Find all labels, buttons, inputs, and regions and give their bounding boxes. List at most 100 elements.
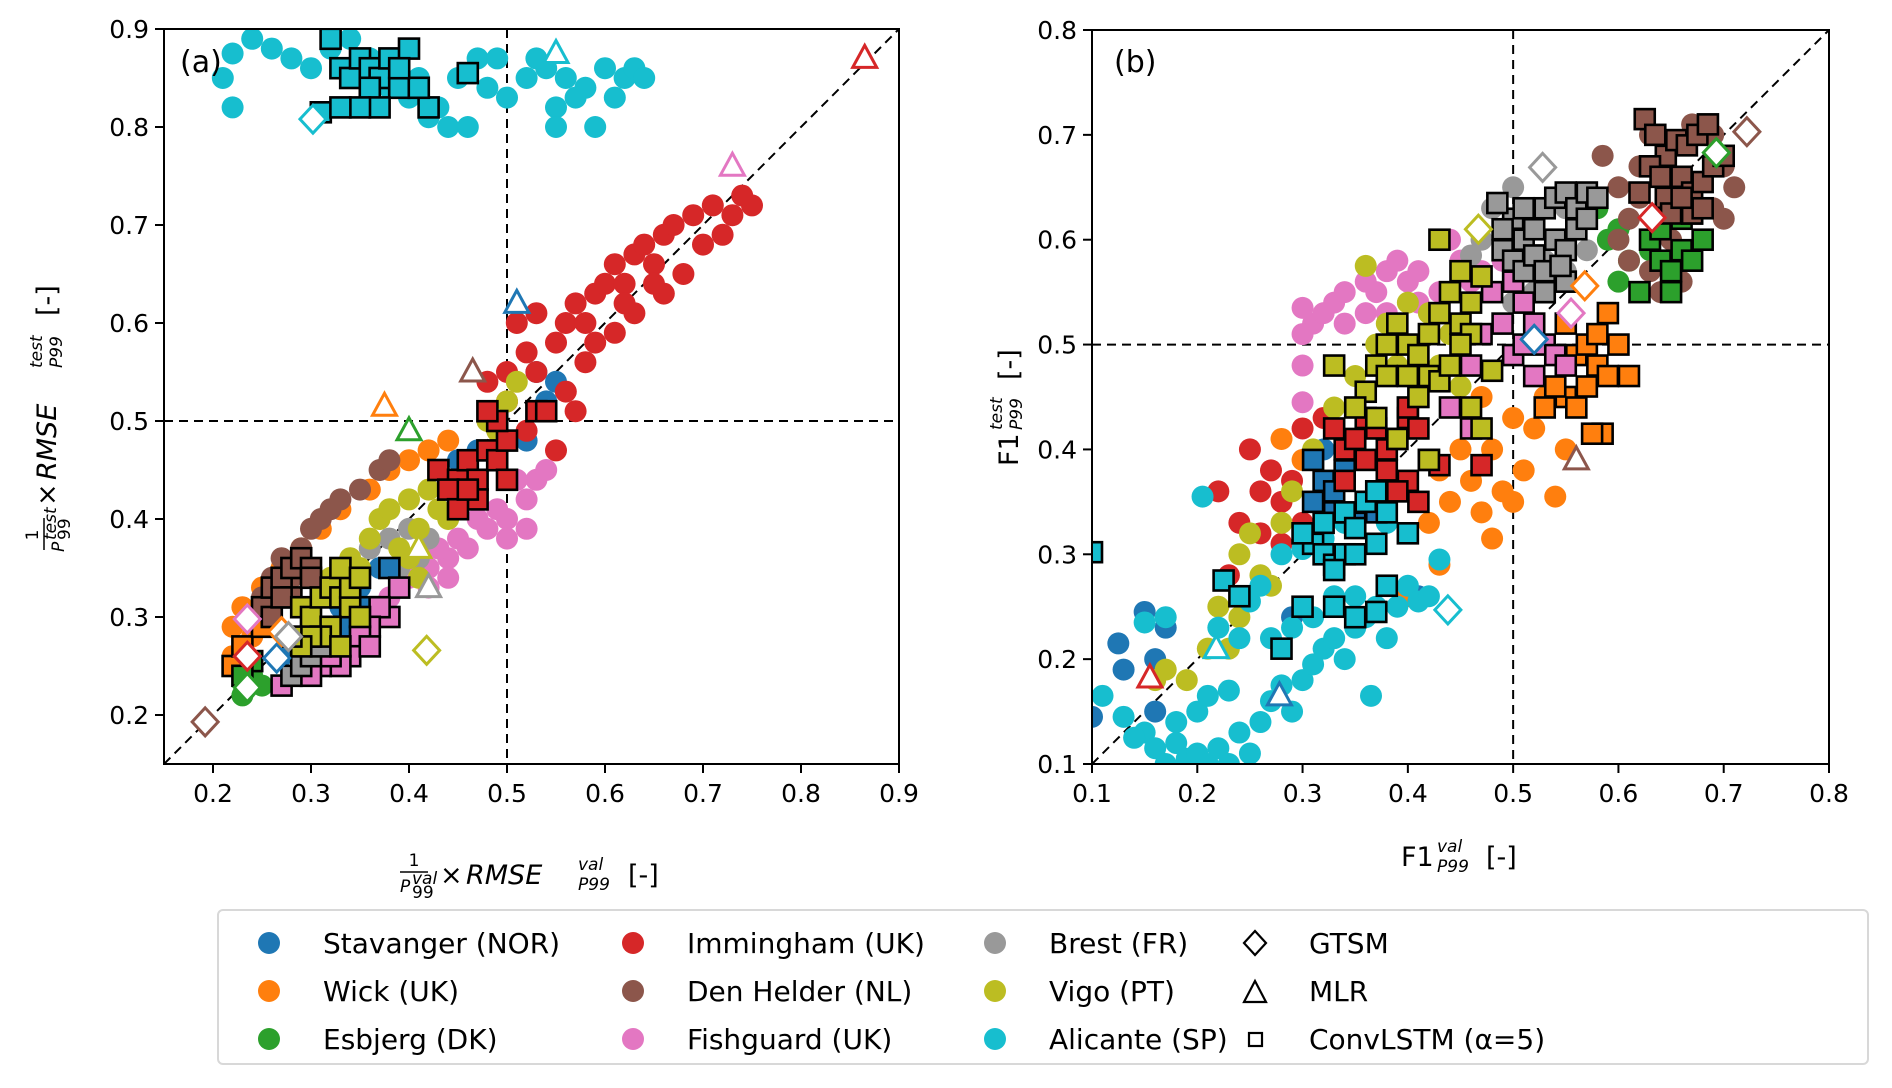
point-convlstm: [1375, 459, 1399, 482]
point-local: [554, 67, 577, 89]
b-ylabel-unit: [-]: [994, 349, 1025, 380]
x-tick-label: 0.7: [1704, 779, 1744, 808]
point-convlstm: [1575, 207, 1599, 231]
y-tick-label: 0.7: [1037, 121, 1077, 150]
point-local: [417, 439, 440, 462]
point-gtsm: [297, 102, 329, 136]
point-local: [1238, 742, 1261, 764]
point-local: [1360, 684, 1383, 707]
point-convlstm: [378, 556, 401, 580]
ylabel-main: RMSE: [32, 404, 63, 480]
point-local: [1333, 312, 1356, 335]
point-convlstm: [495, 468, 519, 492]
point-local: [1449, 438, 1472, 461]
point-local: [1502, 406, 1525, 429]
ylabel-frac-num: 1: [23, 530, 43, 541]
point-local: [1575, 239, 1598, 262]
point-local: [300, 57, 322, 80]
panel-b-label: (b): [1114, 45, 1156, 80]
legend-label: Den Helder (NL): [687, 974, 913, 1008]
point-local: [515, 67, 538, 89]
point-convlstm: [1354, 448, 1378, 472]
point-convlstm: [1364, 480, 1388, 503]
y-tick-label: 0.8: [109, 113, 149, 142]
point-local: [486, 498, 509, 521]
point-mlr: [1264, 679, 1294, 707]
point-convlstm: [1459, 291, 1483, 314]
point-gtsm: [1527, 151, 1558, 184]
point-local: [594, 57, 616, 80]
legend-label: Vigo (PT): [1049, 974, 1175, 1008]
point-local: [437, 429, 460, 452]
point-local: [535, 459, 558, 481]
y-tick-label: 0.6: [109, 309, 149, 338]
b-xlabel-sup: val: [1437, 837, 1462, 857]
circle-marker-icon: [984, 1028, 1006, 1050]
point-convlstm: [1343, 542, 1367, 566]
point-mlr: [1201, 632, 1231, 660]
point-convlstm: [1375, 333, 1399, 356]
point-local: [1112, 658, 1135, 681]
ylabel-frac-den-sup: test: [41, 506, 61, 540]
point-convlstm: [446, 497, 470, 521]
legend-item-immingham: Immingham (UK): [611, 923, 925, 963]
legend-label: Immingham (UK): [687, 926, 925, 960]
x-tick-label: 0.3: [291, 779, 331, 808]
point-convlstm: [1533, 396, 1557, 419]
point-local: [1291, 323, 1314, 346]
point-local: [1365, 281, 1388, 304]
point-gtsm: [1637, 201, 1668, 234]
triangle-marker-icon: [1242, 978, 1268, 1004]
point-convlstm: [407, 76, 431, 100]
point-gtsm: [1731, 115, 1762, 148]
point-convlstm: [1375, 574, 1399, 598]
point-local: [466, 508, 489, 530]
point-local: [1133, 611, 1156, 634]
point-convlstm: [270, 586, 293, 609]
point-convlstm: [1659, 259, 1683, 283]
point-local: [447, 527, 469, 550]
point-local: [486, 47, 509, 70]
point-local: [1617, 249, 1640, 272]
x-tick-label: 0.5: [1493, 779, 1533, 808]
point-convlstm: [368, 96, 391, 119]
panel-a: 0.2 0.3 0.4 0.5 0.6 0.7 0.8 0.9 0.2 0.3 0.4 0.5 0.6 0…: [109, 15, 919, 808]
point-gtsm: [190, 705, 221, 739]
point-convlstm: [1386, 312, 1409, 335]
point-local: [417, 478, 440, 501]
circle-marker-icon: [258, 980, 280, 1002]
y-tick-label: 0.4: [109, 505, 149, 534]
point-local: [525, 361, 548, 383]
point-mlr: [717, 150, 747, 177]
point-convlstm: [1491, 312, 1514, 335]
point-local: [1154, 606, 1177, 629]
point-local: [1386, 595, 1409, 618]
point-convlstm: [1522, 364, 1546, 388]
axes-frame: [1091, 29, 1830, 765]
xlabel-frac-den-sub: 99: [412, 883, 434, 903]
point-convlstm: [1575, 375, 1599, 398]
point-convlstm: [476, 399, 499, 423]
point-local: [1607, 176, 1630, 199]
y-tick-label: 0.2: [109, 701, 149, 730]
point-local: [1607, 270, 1630, 293]
point-convlstm: [1301, 448, 1325, 472]
point-convlstm: [1322, 354, 1346, 377]
point-gtsm: [261, 641, 292, 675]
legend-item-vigo: Vigo (PT): [973, 971, 1175, 1011]
point-local: [496, 86, 518, 109]
point-local: [721, 204, 744, 227]
point-local: [1438, 490, 1461, 513]
point-local: [1270, 543, 1293, 566]
point-local: [1291, 354, 1314, 377]
point-mlr: [850, 42, 880, 69]
point-convlstm: [1428, 228, 1451, 252]
point-convlstm: [1607, 333, 1630, 356]
point-convlstm: [485, 448, 509, 472]
point-local: [515, 488, 538, 511]
legend-item-gtsm: GTSM: [1233, 923, 1389, 963]
point-local: [515, 517, 538, 540]
point-convlstm: [1407, 490, 1430, 514]
point-convlstm: [1343, 396, 1367, 419]
legend-item-fishguard: Fishguard (UK): [611, 1019, 892, 1059]
